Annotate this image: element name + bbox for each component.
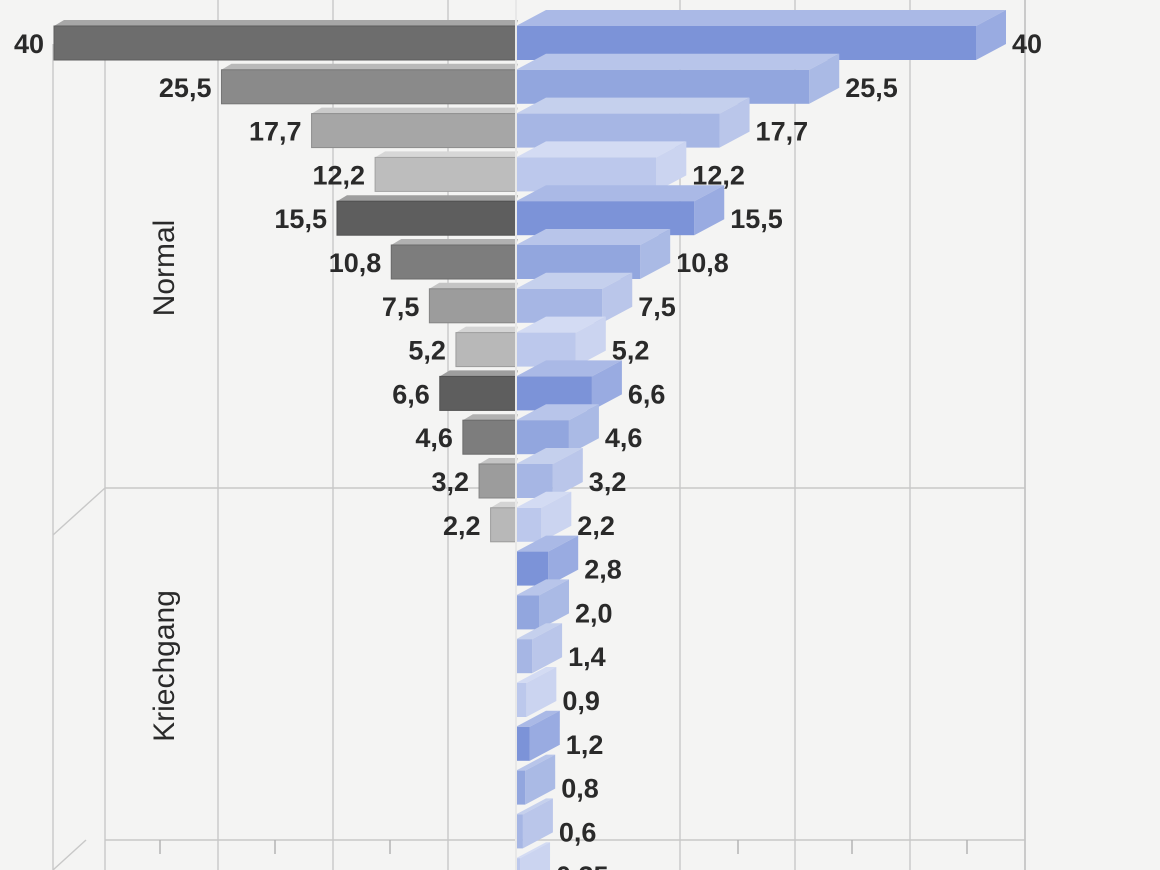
right-value-label: 7,5 bbox=[638, 292, 676, 322]
right-bar bbox=[516, 141, 687, 192]
right-bar bbox=[516, 798, 553, 849]
left-bar bbox=[428, 282, 518, 324]
right-value-label: 2,2 bbox=[577, 511, 615, 541]
right-bar bbox=[516, 404, 599, 455]
left-bar bbox=[53, 20, 518, 61]
right-value-label: 25,5 bbox=[845, 73, 898, 103]
right-series-bars bbox=[516, 10, 1006, 870]
right-bar bbox=[516, 229, 671, 279]
right-bar bbox=[516, 754, 556, 805]
right-value-label: 5,2 bbox=[612, 336, 650, 366]
right-value-label: 3,2 bbox=[589, 467, 627, 497]
right-bar bbox=[516, 579, 569, 630]
right-value-label: 0,35 bbox=[556, 861, 609, 870]
right-value-label: 0,9 bbox=[562, 686, 600, 716]
right-bar bbox=[516, 272, 633, 323]
left-value-label: 6,6 bbox=[392, 379, 430, 409]
right-value-label: 40 bbox=[1012, 29, 1042, 59]
data-labels: 4025,517,712,215,510,87,55,26,64,63,22,2… bbox=[14, 29, 1042, 870]
right-bar bbox=[516, 53, 840, 104]
right-value-label: 4,6 bbox=[605, 423, 643, 453]
left-value-label: 3,2 bbox=[431, 467, 469, 497]
left-value-label: 5,2 bbox=[408, 336, 446, 366]
left-bar bbox=[374, 151, 518, 192]
right-bar bbox=[516, 10, 1006, 60]
left-value-label: 4,6 bbox=[415, 423, 453, 453]
right-bar bbox=[516, 842, 551, 870]
right-bar bbox=[516, 360, 622, 411]
right-value-label: 15,5 bbox=[730, 204, 783, 234]
right-bar bbox=[516, 623, 563, 674]
left-bar bbox=[220, 63, 518, 105]
left-value-label: 7,5 bbox=[382, 292, 420, 322]
right-bar bbox=[516, 448, 583, 498]
right-value-label: 12,2 bbox=[692, 160, 745, 190]
right-bar bbox=[516, 667, 557, 717]
left-bar bbox=[490, 501, 518, 543]
group-labels: Normal Kriechgang bbox=[148, 220, 181, 742]
right-value-label: 2,0 bbox=[575, 598, 613, 628]
right-bar bbox=[516, 710, 560, 761]
right-value-label: 2,8 bbox=[584, 555, 622, 585]
left-value-label: 12,2 bbox=[313, 160, 366, 190]
left-bar bbox=[439, 370, 518, 411]
left-value-label: 10,8 bbox=[329, 248, 382, 278]
left-value-label: 2,2 bbox=[443, 511, 481, 541]
left-bar bbox=[455, 326, 518, 368]
left-value-label: 17,7 bbox=[249, 117, 302, 147]
left-value-label: 15,5 bbox=[274, 204, 327, 234]
right-value-label: 6,6 bbox=[628, 379, 666, 409]
right-value-label: 1,4 bbox=[568, 642, 606, 672]
right-bar bbox=[516, 185, 725, 236]
right-bar bbox=[516, 535, 579, 586]
right-bar bbox=[516, 491, 572, 542]
left-value-label: 25,5 bbox=[159, 73, 212, 103]
left-bar bbox=[336, 195, 518, 236]
left-bar bbox=[311, 107, 518, 149]
right-value-label: 10,8 bbox=[676, 248, 729, 278]
group-label-normal: Normal bbox=[148, 220, 181, 317]
left-bar bbox=[390, 239, 518, 280]
right-value-label: 1,2 bbox=[566, 730, 604, 760]
right-value-label: 0,8 bbox=[561, 774, 599, 804]
right-bar bbox=[516, 316, 606, 367]
left-bar bbox=[462, 414, 518, 455]
right-bar bbox=[516, 97, 750, 148]
right-value-label: 17,7 bbox=[756, 117, 809, 147]
group-label-kriechgang: Kriechgang bbox=[148, 590, 181, 742]
right-value-label: 0,6 bbox=[559, 817, 597, 847]
left-series-bars bbox=[53, 20, 518, 543]
left-bar bbox=[478, 458, 518, 499]
left-value-label: 40 bbox=[14, 29, 44, 59]
